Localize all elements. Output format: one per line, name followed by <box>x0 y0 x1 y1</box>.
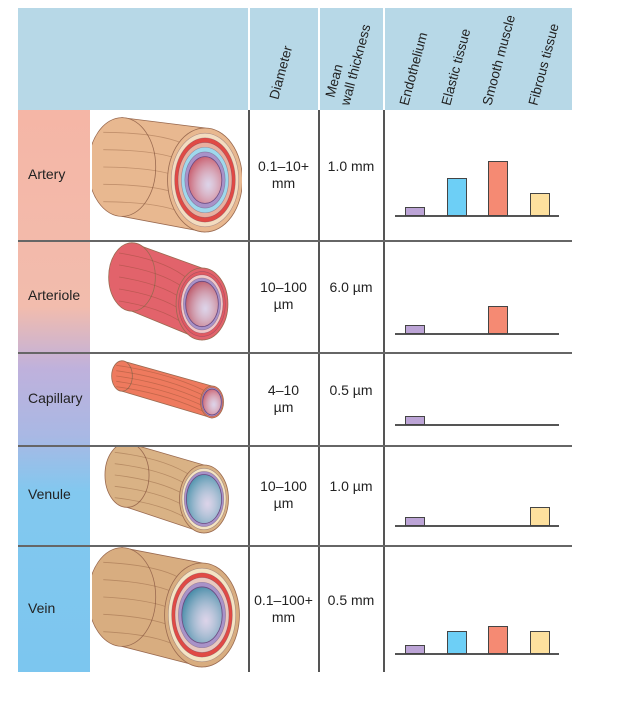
table-header <box>18 8 572 110</box>
elastic-tissue-bar <box>447 178 467 216</box>
bar-baseline <box>395 653 559 655</box>
vessel-illustration-capillary <box>111 360 224 419</box>
vessel-illustration-vein <box>92 547 240 668</box>
vessel-type-color-strip <box>18 110 90 672</box>
row-label-arteriole: Arteriole <box>28 287 81 303</box>
diameter-text: µm <box>273 495 294 511</box>
diameter-text: mm <box>271 175 296 191</box>
diameter-cell: 4–10 µm <box>249 382 318 416</box>
wall-thickness-cell: 1.0 µm <box>329 478 373 494</box>
diameter-text: 0.1–10+ <box>258 158 309 174</box>
vessel-illustration-artery <box>92 117 242 233</box>
smooth-muscle-bar <box>488 160 508 216</box>
vessel-illustration-arteriole <box>108 242 229 341</box>
row-divider <box>18 240 572 242</box>
fibrous-tissue-bar <box>530 192 550 216</box>
diameter-cell: 10–100 µm <box>249 279 318 313</box>
wall-thickness-cell: 6.0 µm <box>329 279 373 295</box>
diameter-cell: 0.1–10+ mm <box>249 158 318 192</box>
diameter-text: mm <box>271 608 296 625</box>
diameter-text: 0.1–100+ <box>254 591 313 608</box>
bar-baseline <box>395 215 559 217</box>
column-divider <box>383 110 385 672</box>
diameter-text: 10–100 <box>260 478 307 494</box>
row-label-venule: Venule <box>28 486 71 502</box>
diameter-text: µm <box>273 398 294 415</box>
header-divider <box>248 8 250 110</box>
bar-baseline <box>395 333 559 335</box>
endothelium-bar <box>405 645 425 654</box>
diameter-cell: 0.1–100+ mm <box>249 592 318 626</box>
column-divider <box>248 110 250 672</box>
smooth-muscle-bar <box>488 625 508 654</box>
wall-thickness-cell: 0.5 µm <box>329 381 373 398</box>
row-label-vein: Vein <box>28 599 56 616</box>
endothelium-bar <box>405 207 425 216</box>
fibrous-tissue-bar <box>530 506 550 526</box>
endothelium-bar <box>405 416 425 425</box>
row-label-artery: Artery <box>28 166 66 182</box>
diameter-cell: 10–100 µm <box>249 478 318 512</box>
row-divider <box>18 445 572 447</box>
bar-baseline <box>395 424 559 426</box>
fibrous-tissue-bar <box>530 630 550 654</box>
header-divider <box>318 8 320 110</box>
endothelium-bar <box>405 325 425 334</box>
wall-thickness-cell: 0.5 mm <box>327 591 375 608</box>
endothelium-bar <box>405 517 425 526</box>
row-divider <box>18 352 572 354</box>
diameter-text: µm <box>273 296 294 312</box>
smooth-muscle-bar <box>488 305 508 334</box>
diameter-text: 4–10 <box>267 381 300 398</box>
wall-thickness-cell: 1.0 mm <box>327 158 375 174</box>
diameter-text: 10–100 <box>260 279 307 295</box>
header-divider <box>383 8 385 110</box>
elastic-tissue-bar <box>447 630 467 654</box>
bar-baseline <box>395 525 559 527</box>
row-divider <box>18 545 572 547</box>
vessel-illustration-venule <box>104 447 229 534</box>
row-label-capillary: Capillary <box>28 389 83 406</box>
column-divider <box>318 110 320 672</box>
